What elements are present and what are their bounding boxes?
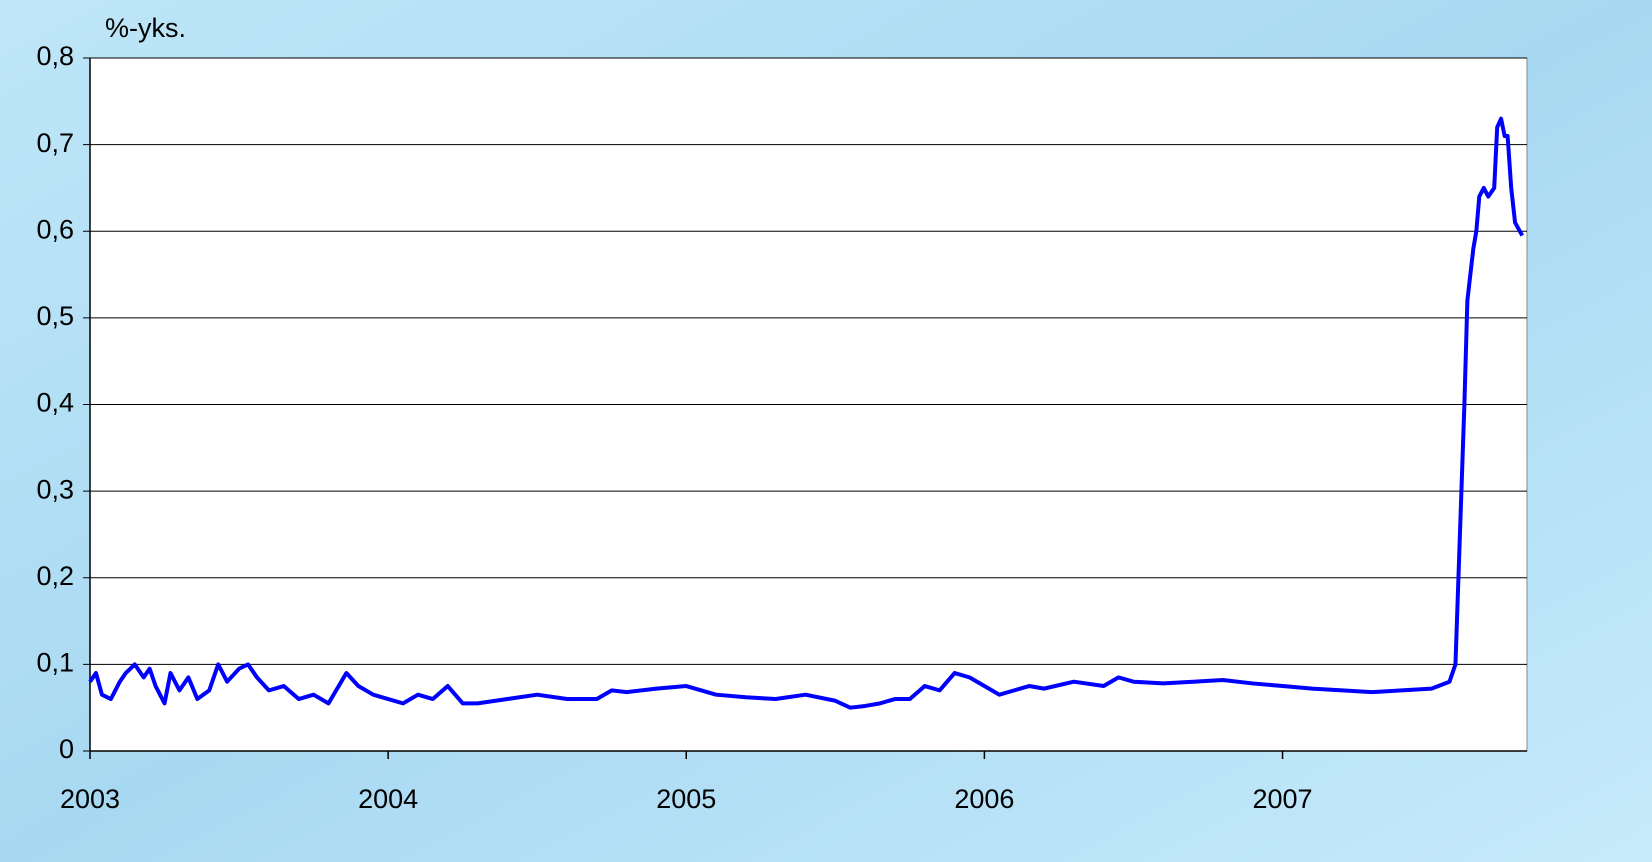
y-tick-label: 0,8 bbox=[36, 41, 74, 71]
y-tick-label: 0,3 bbox=[36, 474, 74, 504]
y-tick-label: 0,5 bbox=[36, 301, 74, 331]
y-axis-label: %-yks. bbox=[105, 13, 186, 43]
x-tick-label: 2004 bbox=[358, 784, 418, 814]
y-tick-label: 0,4 bbox=[36, 388, 74, 418]
x-tick-label: 2006 bbox=[954, 784, 1014, 814]
y-tick-label: 0,1 bbox=[36, 648, 74, 678]
y-tick-label: 0 bbox=[59, 734, 74, 764]
x-tick-label: 2005 bbox=[656, 784, 716, 814]
x-tick-label: 2003 bbox=[60, 784, 120, 814]
y-tick-label: 0,2 bbox=[36, 561, 74, 591]
data-line bbox=[88, 116, 1524, 710]
y-tick-label: 0,6 bbox=[36, 214, 74, 244]
y-tick-label: 0,7 bbox=[36, 128, 74, 158]
x-tick-label: 2007 bbox=[1252, 784, 1312, 814]
